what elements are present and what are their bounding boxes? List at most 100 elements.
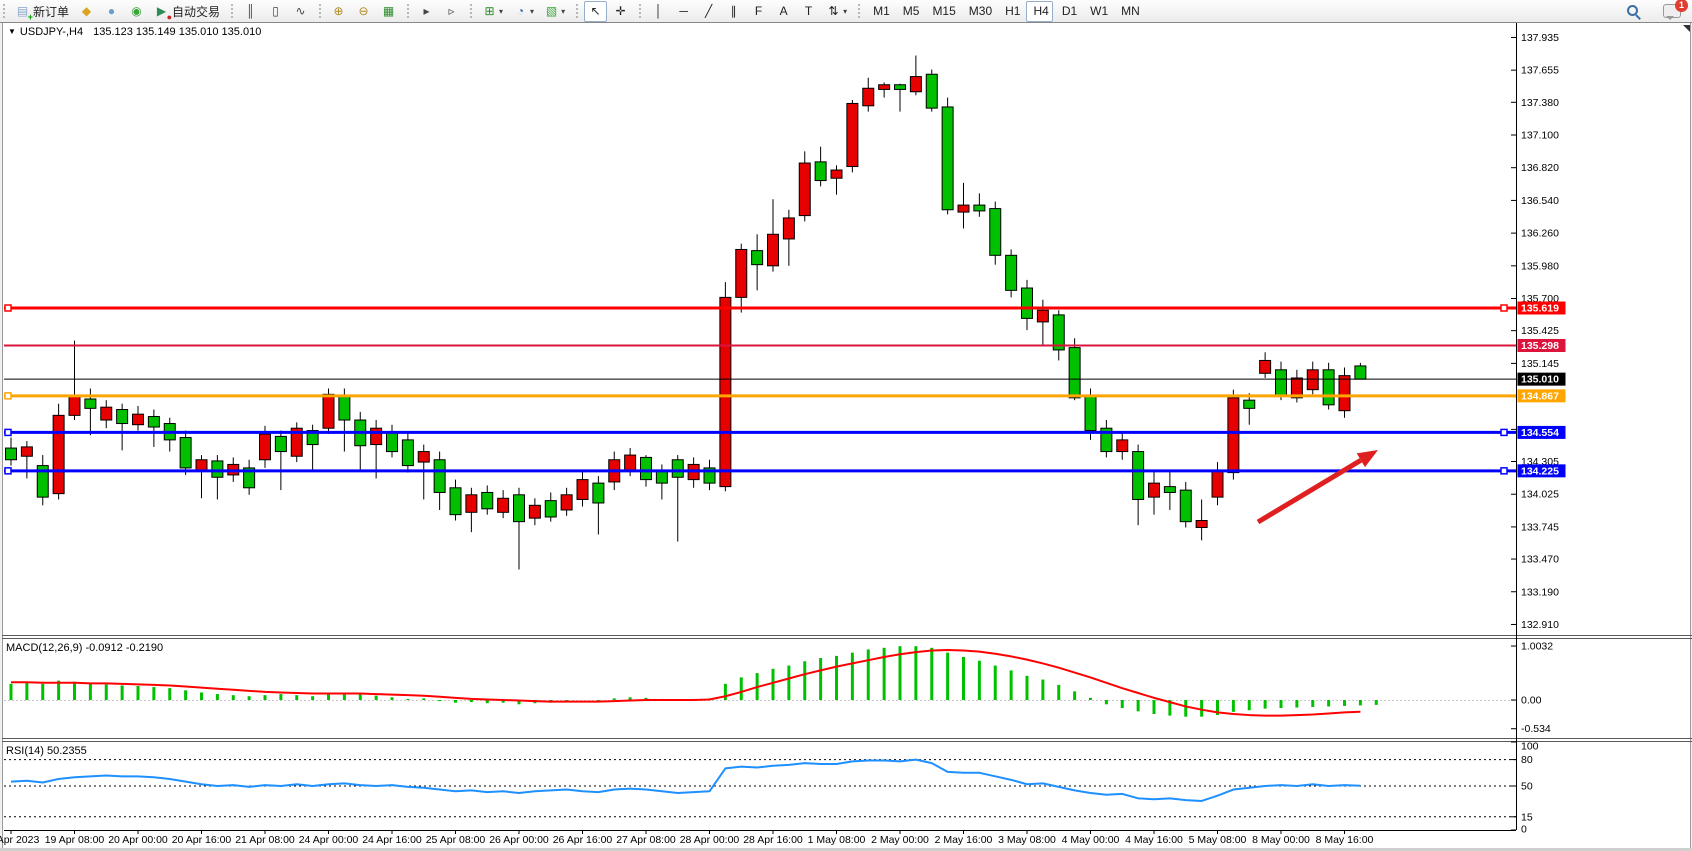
chat-icon: 1 (1663, 0, 1688, 20)
candle-body (862, 87, 875, 107)
tf-m30-button[interactable]: M30 (962, 1, 996, 22)
time-label: 4 May 16:00 (1125, 834, 1183, 846)
candle-body (370, 427, 383, 446)
zoom-out-button[interactable]: ⊖ (352, 1, 375, 22)
gem-button[interactable]: ◆ (75, 1, 98, 22)
line-chart-button[interactable]: ∿ (289, 1, 312, 22)
candle-body (338, 396, 351, 421)
chart-window[interactable]: 137.935 137.655 137.380 137.100 136.820 136.5… (0, 22, 1692, 851)
rsi-axis-label: 0 (1521, 824, 1527, 836)
resistance-line-1-left-handle[interactable] (4, 304, 12, 312)
chart-symbol-period: USDJPY-,H4 (19, 26, 84, 38)
text-button[interactable]: A (772, 1, 795, 22)
candle-body (1259, 359, 1272, 374)
tf-d1-button[interactable]: D1 (1055, 1, 1081, 22)
tile-windows-button[interactable]: ▦ (377, 1, 400, 22)
resistance-line-2-price-badge (1517, 338, 1566, 352)
chart-shift-icon: ▹ (448, 3, 455, 18)
annotation-arrow-head[interactable] (1356, 450, 1378, 468)
crosshair-button[interactable]: ✛ (609, 1, 632, 22)
trendline-button[interactable]: ╱ (697, 1, 720, 22)
toolbar-group-new-objects: ⊞ ▾ ◔ ▾ ▧ ▾ (467, 0, 573, 22)
candle-body (703, 467, 716, 484)
candle-body (782, 217, 795, 240)
zoom-out-icon: ⊖ (358, 3, 369, 18)
fibonacci-button[interactable]: F (747, 1, 770, 22)
time-label: 2 May 00:00 (871, 834, 929, 846)
chart-canvas[interactable]: 137.935 137.655 137.380 137.100 136.820 136.5… (0, 22, 1692, 851)
candle-body (989, 208, 1002, 256)
support-line-blue-2-price-badge (1517, 464, 1566, 478)
candle-body (941, 106, 954, 211)
tf-m1-button[interactable]: M1 (866, 1, 894, 22)
price-tick-label: 132.910 (1521, 619, 1559, 631)
support-line-blue-1-left-handle[interactable] (4, 428, 12, 437)
autotrading-button[interactable]: ▶ ● 自动交易 (150, 1, 224, 22)
price-tick-label: 135.980 (1521, 260, 1559, 272)
tf-h4-button[interactable]: H4 (1026, 0, 1053, 22)
new-order-button[interactable]: ▤ + 新订单 (11, 1, 73, 22)
candle-body (751, 250, 764, 266)
vertical-line-button[interactable]: │ (647, 1, 670, 22)
new-chart-button[interactable]: ⊞ ▾ (478, 1, 507, 22)
candle-body (1179, 489, 1192, 523)
cursor-icon: ↖ (590, 3, 601, 18)
signal-button[interactable]: ◉ (125, 1, 148, 22)
time-label: 20 Apr 16:00 (172, 834, 232, 846)
price-tick-label: 136.820 (1521, 162, 1559, 174)
candle-body (306, 430, 319, 446)
time-label: 20 Apr 00:00 (108, 834, 168, 846)
candle-body (846, 102, 859, 168)
tf-h1-button[interactable]: H1 (998, 1, 1024, 22)
support-line-blue-1-right-handle[interactable] (1500, 428, 1508, 437)
candle-body (1163, 486, 1176, 493)
zoom-in-icon: ⊕ (333, 3, 344, 18)
arrow-shapes-icon: ⇅ (828, 3, 839, 18)
tf-m15-button[interactable]: M15 (925, 1, 959, 22)
label-button[interactable]: T (797, 1, 820, 22)
time-label: 8 May 16:00 (1316, 834, 1374, 846)
periods-button[interactable]: ◔ ▾ (509, 1, 538, 22)
new-chart-icon: ⊞ (484, 3, 495, 18)
search-button[interactable] (1622, 1, 1645, 22)
candle-body (1132, 451, 1145, 500)
toolbar-group-trade: ▤ + 新订单 ◆ ● ◉ ▶ ● 自动交易 (0, 0, 228, 22)
chart-menu-arrow-icon[interactable]: ▼ (8, 27, 16, 36)
arrows-button[interactable]: ⇅ ▾ (822, 1, 851, 22)
horizontal-line-button[interactable]: ─ (672, 1, 695, 22)
candle-body (36, 465, 49, 498)
tf-m5-button[interactable]: M5 (896, 1, 924, 22)
candle-body (1290, 377, 1303, 399)
auto-scroll-button[interactable]: ▸ (415, 1, 438, 22)
bar-chart-button[interactable]: ║ (239, 1, 262, 22)
candle-body (1275, 369, 1287, 396)
cursor-button[interactable]: ↖ (584, 0, 608, 22)
candlestick-button[interactable]: ▯ (264, 1, 287, 22)
candle-body (147, 416, 160, 428)
channel-button[interactable]: ∥ (722, 1, 745, 22)
macd-axis-label: 1.0032 (1521, 641, 1553, 653)
indicator-chart-icon: ▧ (545, 3, 558, 18)
resistance-line-1-right-handle[interactable] (1500, 304, 1508, 312)
tf-mn-button[interactable]: MN (1114, 1, 1144, 22)
support-line-orange-price-badge (1517, 389, 1566, 403)
time-label: 28 Apr 00:00 (680, 834, 740, 846)
chat-button[interactable]: 1 (1647, 0, 1688, 22)
price-tick-label: 137.100 (1521, 129, 1559, 141)
candle-body (322, 393, 335, 429)
candle-body (386, 431, 398, 453)
support-line-blue-2-right-handle[interactable] (1500, 467, 1508, 475)
candle-body (1195, 519, 1208, 529)
tf-w1-button[interactable]: W1 (1083, 1, 1112, 22)
time-label: 28 Apr 16:00 (743, 834, 803, 846)
new-order-icon: ▤ + (16, 3, 33, 22)
support-line-blue-2-left-handle[interactable] (4, 467, 12, 475)
annotation-arrow-shaft[interactable] (1256, 458, 1363, 525)
candle-body (481, 491, 494, 510)
zoom-in-button[interactable]: ⊕ (327, 1, 350, 22)
profile-button[interactable]: ● (100, 1, 123, 22)
chart-shift-button[interactable]: ▹ (440, 1, 463, 22)
indicators-button[interactable]: ▧ ▾ (540, 1, 569, 22)
support-line-orange-left-handle[interactable] (4, 392, 12, 400)
candle-body (465, 494, 478, 513)
